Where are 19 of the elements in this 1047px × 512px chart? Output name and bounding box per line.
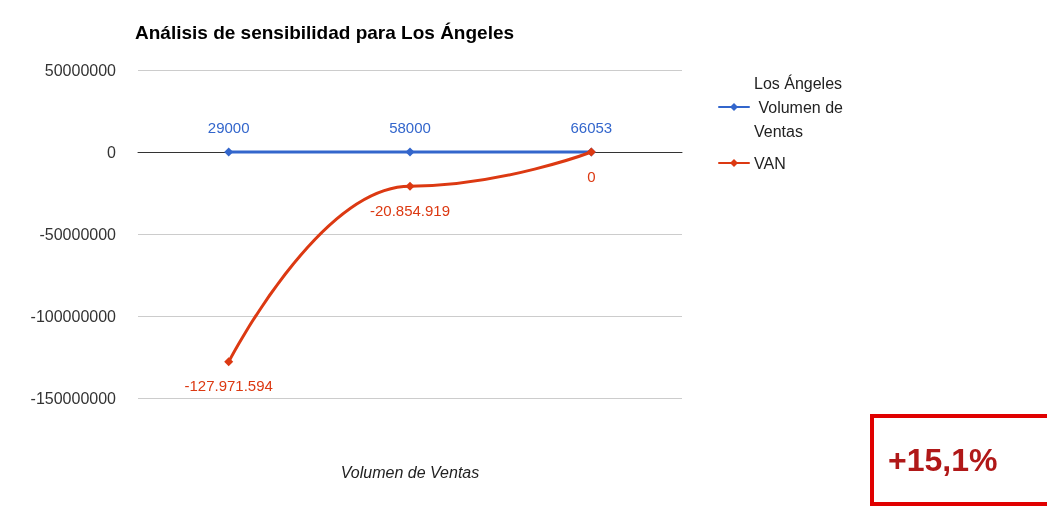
point	[405, 147, 415, 157]
legend-label: Los Ángeles Volumen de Ventas	[754, 73, 848, 140]
data-label: 29000	[207, 119, 250, 137]
y-tick-label: -100000000	[30, 307, 117, 325]
chart-title: Análisis de sensibilidad para Los Ángeles	[135, 22, 515, 43]
data-label: 58000	[389, 119, 431, 137]
data-label: 66053	[570, 119, 613, 137]
data-label: -20.854.919	[369, 201, 451, 219]
legend-label: VAN	[754, 154, 786, 172]
y-tick-label: -150000000	[30, 389, 117, 407]
data-label: 0	[587, 167, 596, 185]
y-tick-label: 50000000	[44, 61, 117, 79]
point	[224, 357, 234, 367]
y-tick-label: 0	[107, 143, 117, 161]
text: +15,1%	[870, 414, 1047, 506]
data-label: -127.971.594	[184, 377, 273, 395]
x-axis-title: Volumen de Ventas	[340, 463, 480, 481]
point	[405, 181, 415, 191]
y-tick-label: -50000000	[39, 225, 117, 243]
